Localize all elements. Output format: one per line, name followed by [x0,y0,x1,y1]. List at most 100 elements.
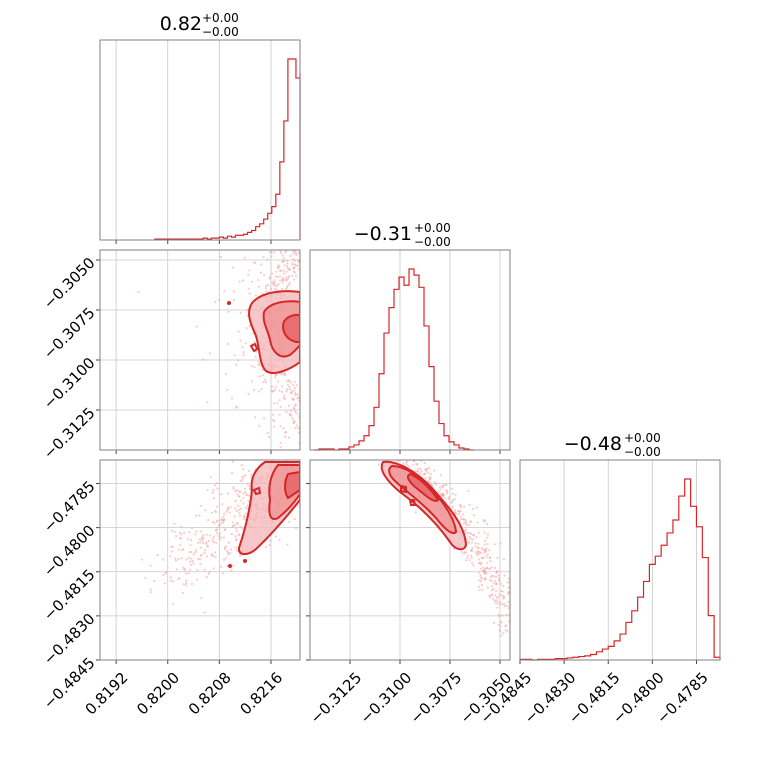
scatter-point [232,564,235,567]
scatter-point [459,515,463,518]
scatter-point [197,557,200,561]
scatter-point [511,622,513,624]
scatter-point [493,579,497,583]
scatter-point [477,571,481,574]
scatter-point [174,557,177,560]
scatter-point [195,530,198,533]
scatter-point [483,519,486,522]
scatter-point [286,259,289,263]
scatter-point [477,542,480,545]
scatter-point [216,505,219,508]
scatter-point [311,410,313,412]
scatter-point [304,419,306,421]
scatter-point [304,249,306,251]
scatter-point [238,280,241,283]
scatter-point [245,327,248,330]
hist-bin [240,235,244,240]
scatter-point [247,494,250,497]
scatter-point [192,562,195,565]
scatter-point [175,534,178,538]
hist-bin [280,162,284,240]
scatter-point [284,242,286,244]
scatter-point [507,591,510,594]
hist-bin [661,545,667,660]
scatter-point [464,522,468,525]
scatter-point [305,219,307,221]
scatter-point [222,558,225,561]
scatter-point [499,601,502,604]
panel-frame [309,459,511,661]
scatter-point [244,506,247,510]
contour-middle [388,464,458,534]
scatter-point [301,261,303,263]
title-p2-sub: −0.00 [624,445,661,459]
scatter-point [312,409,314,411]
scatter-point [215,482,218,485]
scatter-point [228,511,231,514]
scatter-point [289,254,292,258]
contour-inner [281,313,300,343]
scatter-point [199,558,202,561]
scatter-point [190,582,194,586]
scatter-point [163,582,166,585]
scatter-point [215,520,219,523]
scatter-point [293,389,296,392]
scatter-point [478,552,481,555]
scatter-point [202,537,205,540]
scatter-point [296,393,299,396]
scatter-point [215,541,218,544]
hist-bin [264,219,268,240]
scatter-point [190,550,193,554]
scatter-point [300,494,302,496]
title-p0: 0.82 [160,13,202,35]
scatter-point [305,253,307,255]
x-tick-label: 0.8200 [133,669,183,719]
scatter-point [226,564,229,568]
scatter-point [312,241,314,243]
scatter-point [164,572,167,575]
scatter-point [254,355,257,359]
scatter-point [478,579,481,582]
scatter-point [266,431,269,435]
hist-bin [252,230,256,240]
scatter-point [194,549,198,552]
scatter-point [500,621,503,624]
scatter-point [270,250,273,254]
scatter-point [316,414,318,416]
scatter-point [305,414,307,416]
scatter-point [306,433,308,435]
scatter-point [237,508,241,511]
scatter-point [444,497,447,500]
scatter-point [282,244,284,246]
contour-inner [284,470,300,500]
scatter-point [497,613,500,617]
scatter-point [296,397,299,400]
scatter-point [502,595,506,598]
scatter-point [472,533,475,536]
hist-bin [374,407,379,450]
scatter-point [507,600,510,603]
scatter-point [478,588,481,592]
scatter-point [412,460,416,463]
scatter-point [284,276,288,279]
scatter-point [451,505,455,508]
scatter-point [232,524,235,527]
scatter-point [470,548,473,552]
scatter-point [282,269,285,272]
scatter-point [514,599,516,601]
scatter-point [466,556,469,559]
scatter-point [278,538,281,542]
scatter-point [210,511,214,514]
scatter-point [283,264,286,267]
scatter-point [501,590,504,593]
scatter-point [220,565,223,568]
scatter-point [471,507,475,510]
scatter-point [493,599,496,603]
scatter-point [513,619,515,621]
scatter-point [220,517,223,520]
scatter-point [189,560,192,563]
scatter-point [297,251,300,255]
scatter-point [512,628,514,630]
scatter-point [162,573,165,577]
scatter-point [266,284,269,287]
